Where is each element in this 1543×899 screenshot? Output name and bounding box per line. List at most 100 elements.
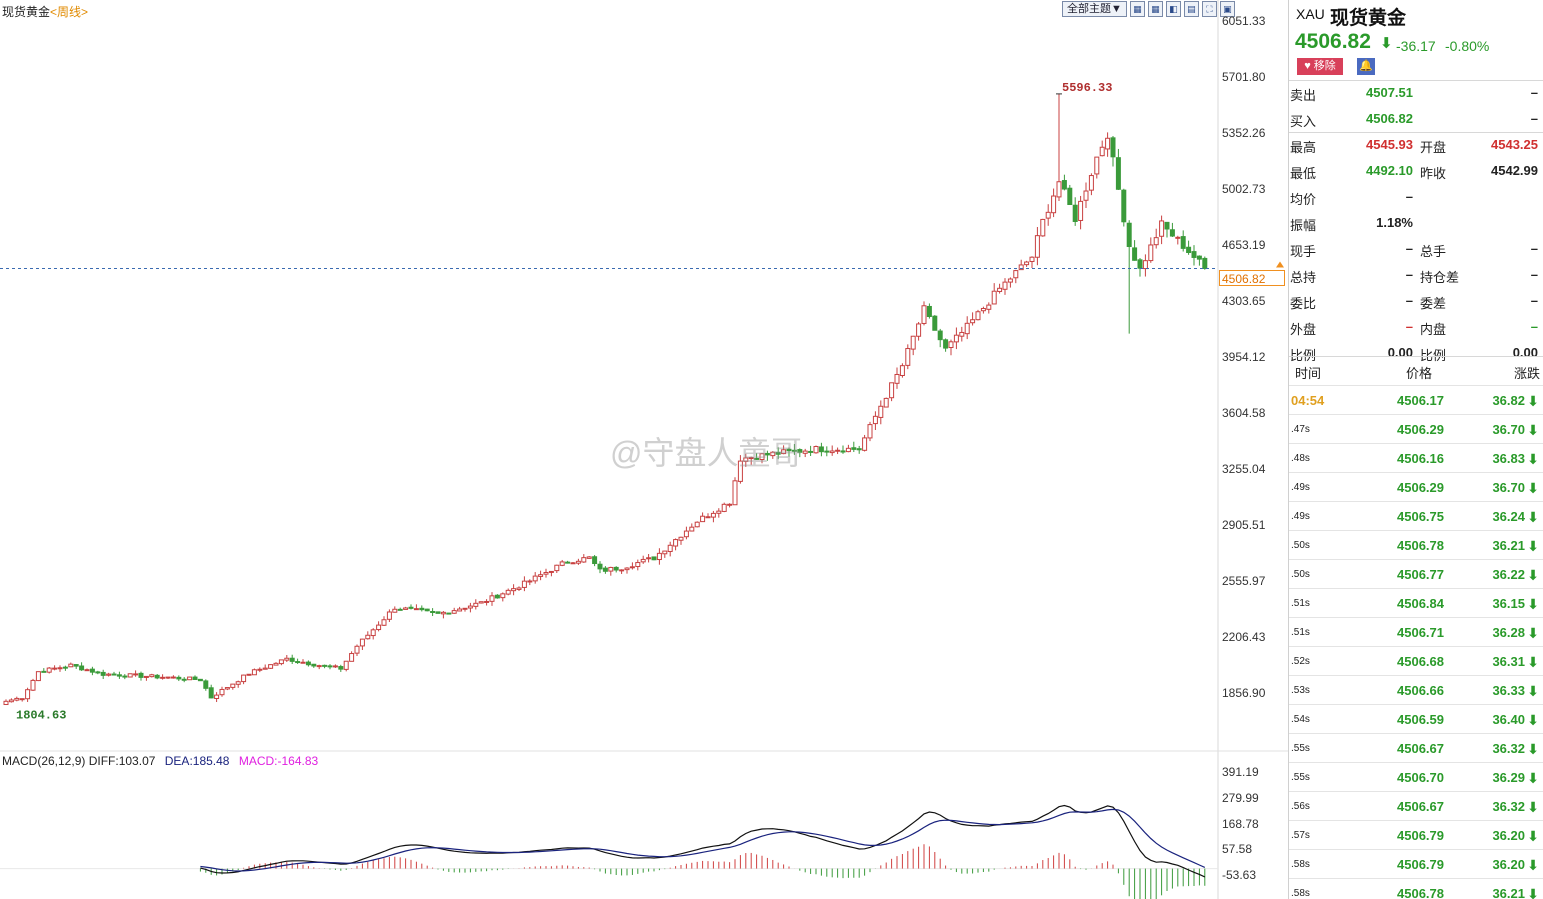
candle-body xyxy=(467,605,473,609)
tick-change: 36.22 xyxy=(1492,567,1525,582)
arrow-down-icon: ⬇ xyxy=(1527,857,1539,873)
bell-icon: 🔔 xyxy=(1359,60,1373,72)
candle-body xyxy=(705,516,711,519)
tick-price: 4506.84 xyxy=(1397,596,1444,611)
tick-header-change: 涨跌 xyxy=(1513,366,1540,381)
candle-body xyxy=(462,607,468,610)
candle-body xyxy=(959,331,965,337)
candle-body xyxy=(1121,189,1127,223)
tick-price: 4506.79 xyxy=(1397,857,1444,872)
macd-legend: MACD(26,12,9) DIFF:103.07 DEA:185.48 MAC… xyxy=(2,754,318,768)
quote-value: 4543.25 xyxy=(1491,137,1538,152)
candlestick-chart[interactable]: 5596.33 1804.63 xyxy=(0,0,1288,899)
candle-body xyxy=(494,594,500,599)
candle-body xyxy=(905,348,911,366)
candle-body xyxy=(991,290,997,305)
tick-row: .58s 4506.79 36.20 ⬇ xyxy=(1289,849,1543,878)
candle-body xyxy=(1196,255,1202,260)
tick-row: .54s 4506.59 36.40 ⬇ xyxy=(1289,704,1543,733)
candle-body xyxy=(651,556,657,561)
candle-body xyxy=(165,676,171,679)
candle-body xyxy=(710,512,716,518)
candle-body xyxy=(35,671,41,682)
candle-body xyxy=(786,448,792,452)
quote-value: – xyxy=(1530,241,1538,256)
candle-body xyxy=(521,580,527,588)
tick-time: .50s xyxy=(1291,569,1310,580)
price-tick-label: 4303.65 xyxy=(1222,294,1266,308)
high-label: 5596.33 xyxy=(1062,81,1112,95)
candle-body xyxy=(1110,137,1116,158)
window-icon[interactable]: ◧ xyxy=(1165,1,1181,17)
candle-body xyxy=(376,624,382,631)
candle-body xyxy=(295,661,301,664)
candle-body xyxy=(1137,259,1143,269)
candle-body xyxy=(68,663,74,668)
candle-body xyxy=(440,611,446,615)
candle-body xyxy=(953,334,959,343)
candle-body xyxy=(473,602,479,607)
candle-body xyxy=(937,330,943,341)
candle-body xyxy=(856,448,862,451)
arrow-down-icon: ⬇ xyxy=(1527,770,1539,786)
expand-icon[interactable]: ▣ xyxy=(1219,1,1235,17)
candle-body xyxy=(343,660,349,670)
arrow-down-icon: ⬇ xyxy=(1527,625,1539,641)
quote-code: XAU xyxy=(1296,6,1325,22)
candle-body xyxy=(192,676,198,680)
candle-body xyxy=(997,287,1003,292)
candle-body xyxy=(1067,187,1073,205)
candle-body xyxy=(1191,251,1197,258)
candle-body xyxy=(413,608,419,611)
alert-button[interactable]: 🔔 xyxy=(1357,58,1375,75)
grid-icon[interactable]: ▦ xyxy=(1129,1,1145,17)
arrow-down-icon: ⬇ xyxy=(1527,799,1539,815)
candle-body xyxy=(565,561,571,564)
grid-icon[interactable]: ▦ xyxy=(1147,1,1163,17)
theme-dropdown[interactable]: 全部主题▼ xyxy=(1062,1,1127,17)
candle-body xyxy=(203,680,209,689)
candle-body xyxy=(797,449,803,453)
quote-label: 总手 xyxy=(1420,244,1447,259)
quote-label: 比例 xyxy=(1420,348,1447,363)
chart-toolbar: 全部主题▼ ▦ ▦ ◧ ▤ ⛶ ▣ xyxy=(1062,1,1235,17)
remove-watchlist-button[interactable]: ♥ 移除 xyxy=(1297,58,1343,75)
candle-body xyxy=(14,697,20,701)
tick-price: 4506.59 xyxy=(1397,712,1444,727)
quote-value: – xyxy=(1530,319,1538,334)
candle-body xyxy=(1045,211,1051,219)
quote-label: 最高 xyxy=(1290,140,1317,155)
candle-body xyxy=(41,670,47,673)
candle-body xyxy=(284,657,290,661)
tick-price: 4506.78 xyxy=(1397,538,1444,553)
candle-body xyxy=(1099,146,1105,157)
quote-row: 均价 – xyxy=(1289,184,1543,210)
tick-price: 4506.70 xyxy=(1397,770,1444,785)
candle-body xyxy=(716,510,722,514)
period-label[interactable]: <周线> xyxy=(50,5,89,19)
candle-body xyxy=(980,307,986,312)
tick-row: .57s 4506.79 36.20 ⬇ xyxy=(1289,820,1543,849)
candle-body xyxy=(889,382,895,399)
quote-label: 昨收 xyxy=(1420,166,1447,181)
tick-row: .50s 4506.78 36.21 ⬇ xyxy=(1289,530,1543,559)
quote-value: – xyxy=(1405,293,1413,308)
candle-body xyxy=(921,305,927,324)
quote-label: 开盘 xyxy=(1420,140,1447,155)
tick-price: 4506.75 xyxy=(1397,509,1444,524)
chart-area[interactable]: 5596.33 1804.63 现货黄金<周线> 全部主题▼ ▦ ▦ ◧ ▤ ⛶ … xyxy=(0,0,1288,899)
candle-body xyxy=(354,645,360,654)
candle-body xyxy=(516,587,522,590)
tick-time: .58s xyxy=(1291,888,1310,899)
quote-label: 最低 xyxy=(1290,166,1317,181)
candle-body xyxy=(79,665,85,671)
candle-body xyxy=(257,668,263,671)
fullscreen-icon[interactable]: ⛶ xyxy=(1201,1,1217,17)
tick-change: 36.33 xyxy=(1492,683,1525,698)
theme-label: 全部主题 xyxy=(1067,3,1111,15)
tick-time: .51s xyxy=(1291,598,1310,609)
candle-body xyxy=(1175,236,1181,239)
candle-body xyxy=(1029,256,1035,262)
tick-change: 36.70 xyxy=(1492,422,1525,437)
window-icon[interactable]: ▤ xyxy=(1183,1,1199,17)
